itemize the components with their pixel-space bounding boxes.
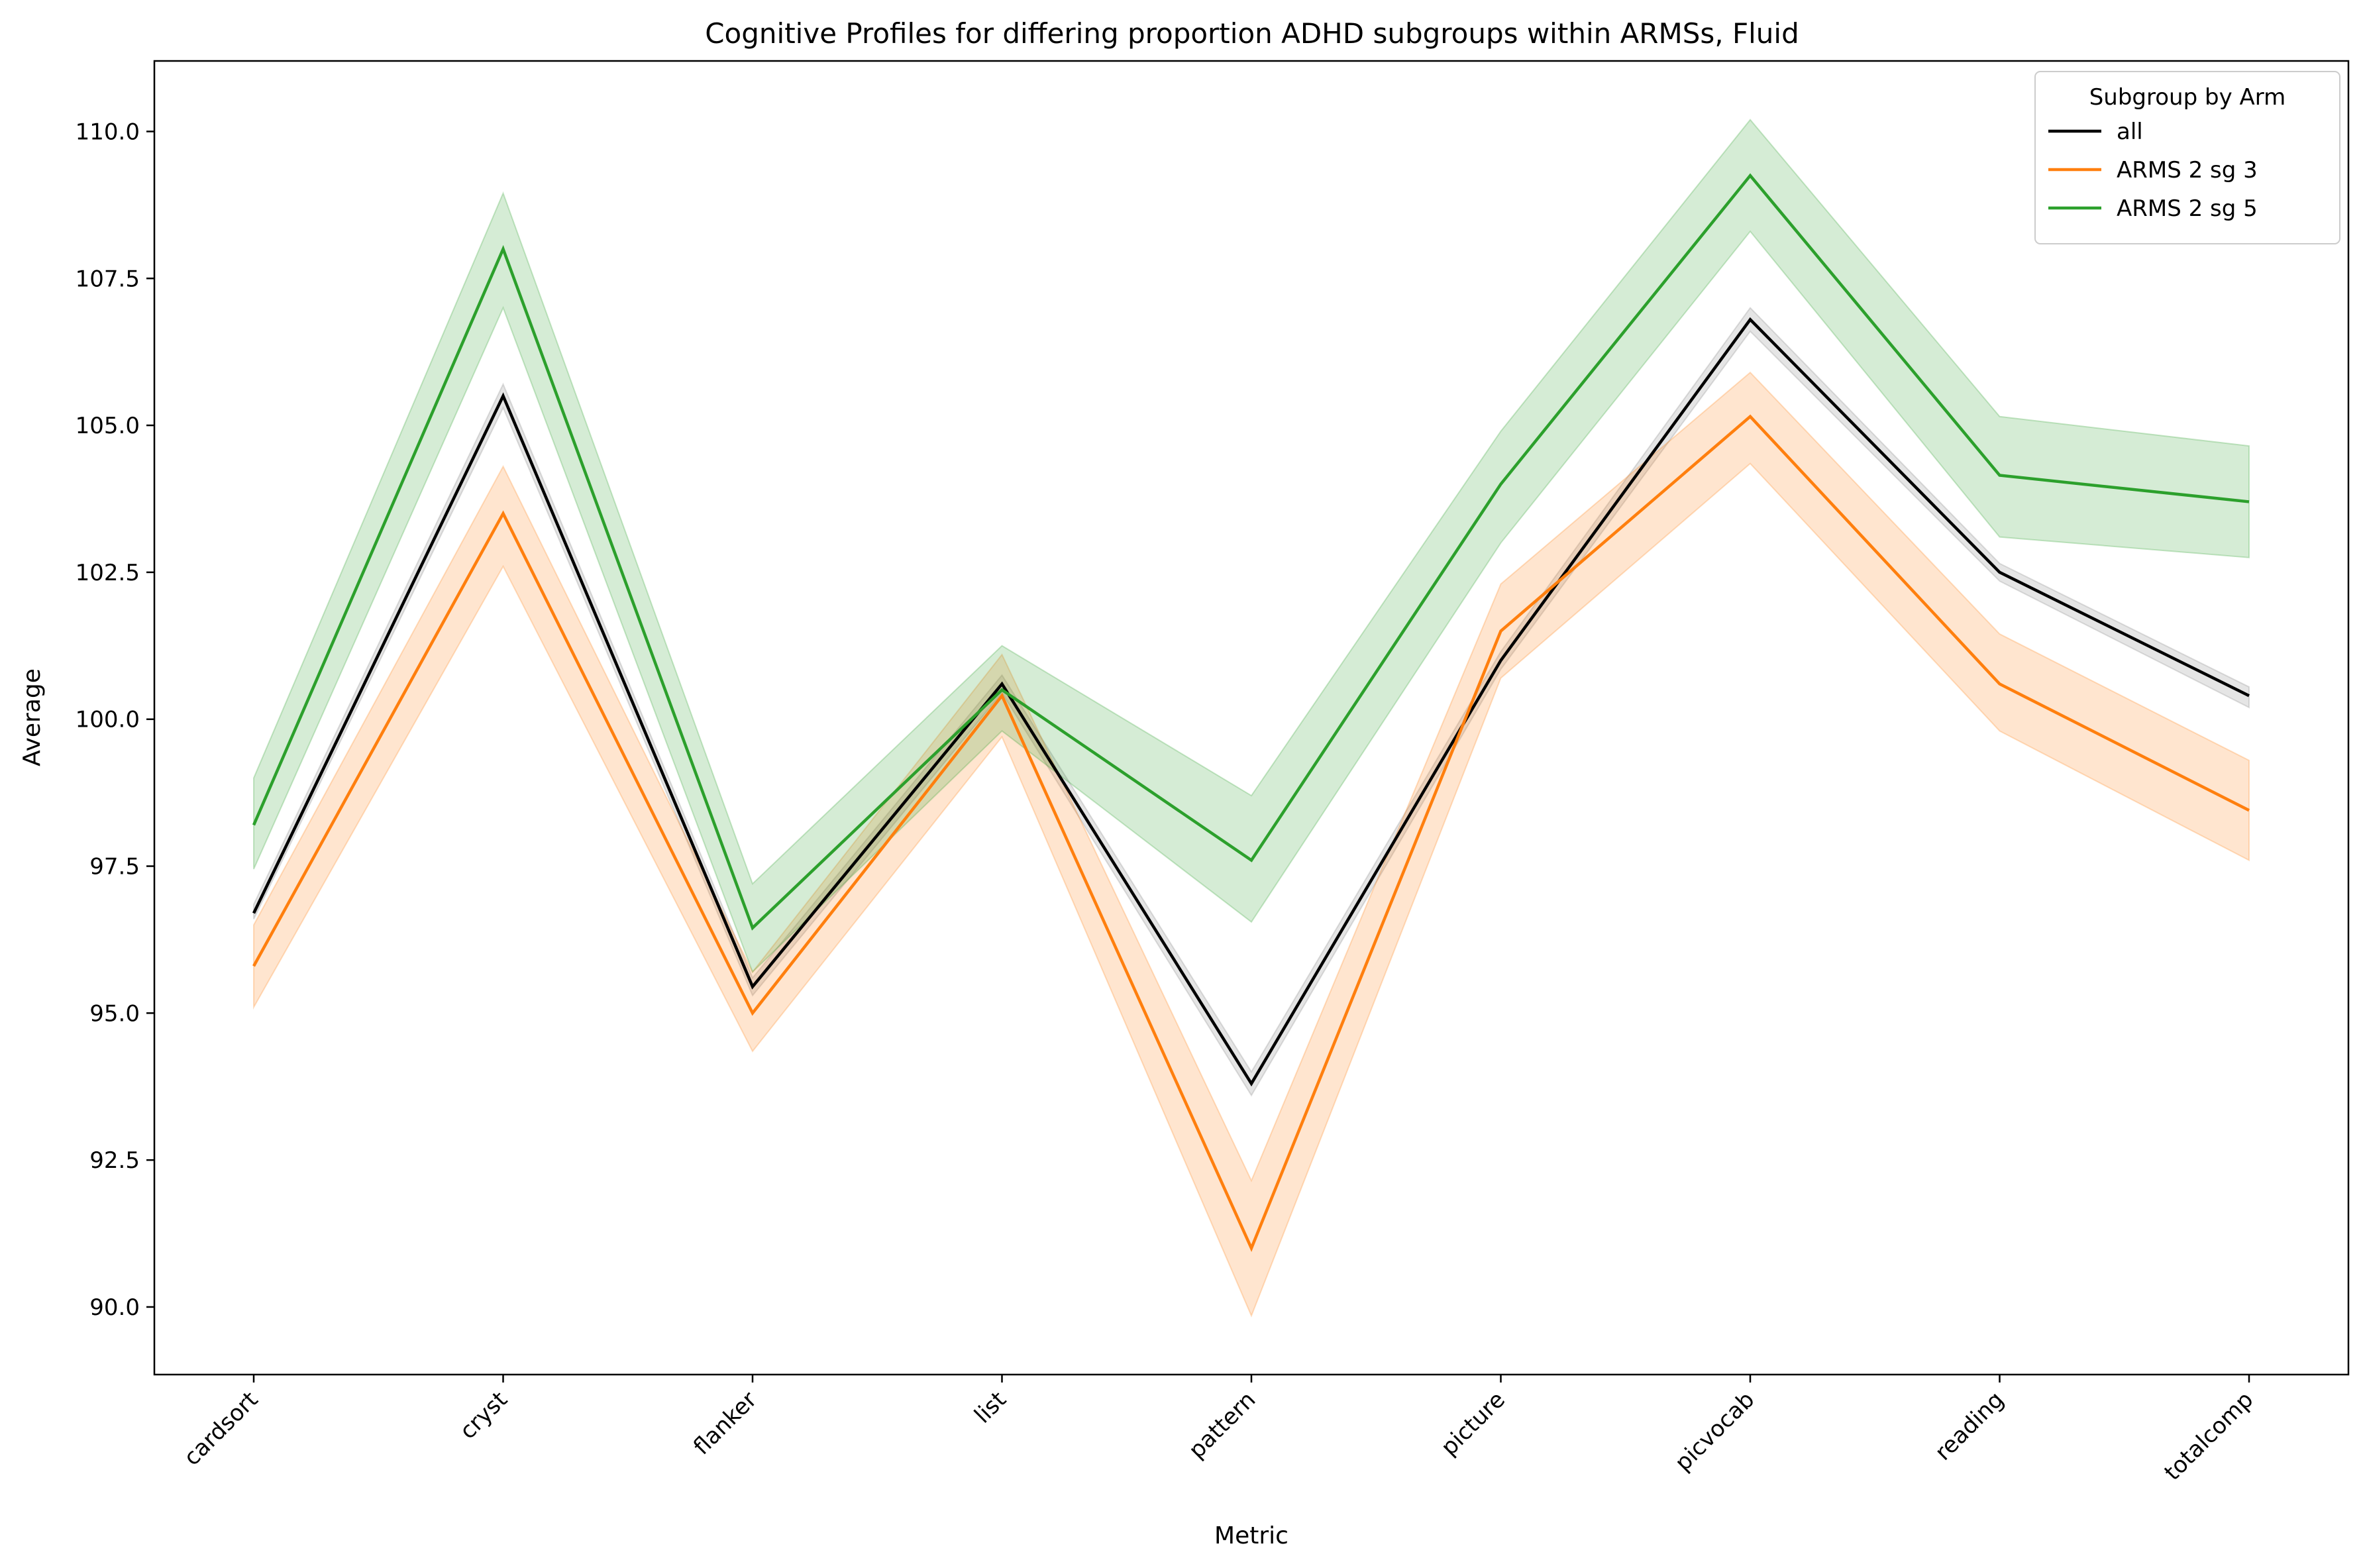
legend-box [2034,71,2340,244]
y-axis-title: Average [19,668,46,766]
chart-title: Cognitive Profiles for differing proport… [705,17,1799,50]
confidence-band-series-2 [253,119,2250,974]
confidence-band-series-1 [253,371,2250,1318]
y-tick-label: 90.0 [89,1294,140,1321]
legend-title: Subgroup by Arm [2089,84,2286,111]
series-lines [252,173,2250,1252]
line-series-2 [252,173,2250,931]
confidence-bands [253,119,2250,1318]
x-axis-title: Metric [1214,1522,1288,1549]
confidence-band-series-0 [253,307,2250,1097]
legend[interactable]: Subgroup by Arm all ARMS 2 sg 3 ARMS 2 sg … [2034,71,2340,244]
y-tick-label: 102.5 [76,560,140,586]
line-series-1 [252,414,2250,1252]
y-tick-label: 100.0 [76,707,140,733]
line-series-0 [252,317,2250,1087]
y-tick-label: 110.0 [76,119,140,145]
y-tick-label: 105.0 [76,413,140,439]
y-tick-label: 97.5 [89,854,140,880]
legend-label-series-0: all [2117,119,2143,145]
legend-label-series-1: ARMS 2 sg 3 [2117,157,2258,183]
legend-label-series-2: ARMS 2 sg 5 [2117,195,2258,222]
y-tick-label: 107.5 [76,266,140,292]
y-tick-label: 95.0 [89,1000,140,1027]
y-axis: 90.0 92.5 95.0 97.5 100.0 102.5 105.0 107.5 110.… [76,119,154,1321]
y-tick-label: 92.5 [89,1147,140,1174]
